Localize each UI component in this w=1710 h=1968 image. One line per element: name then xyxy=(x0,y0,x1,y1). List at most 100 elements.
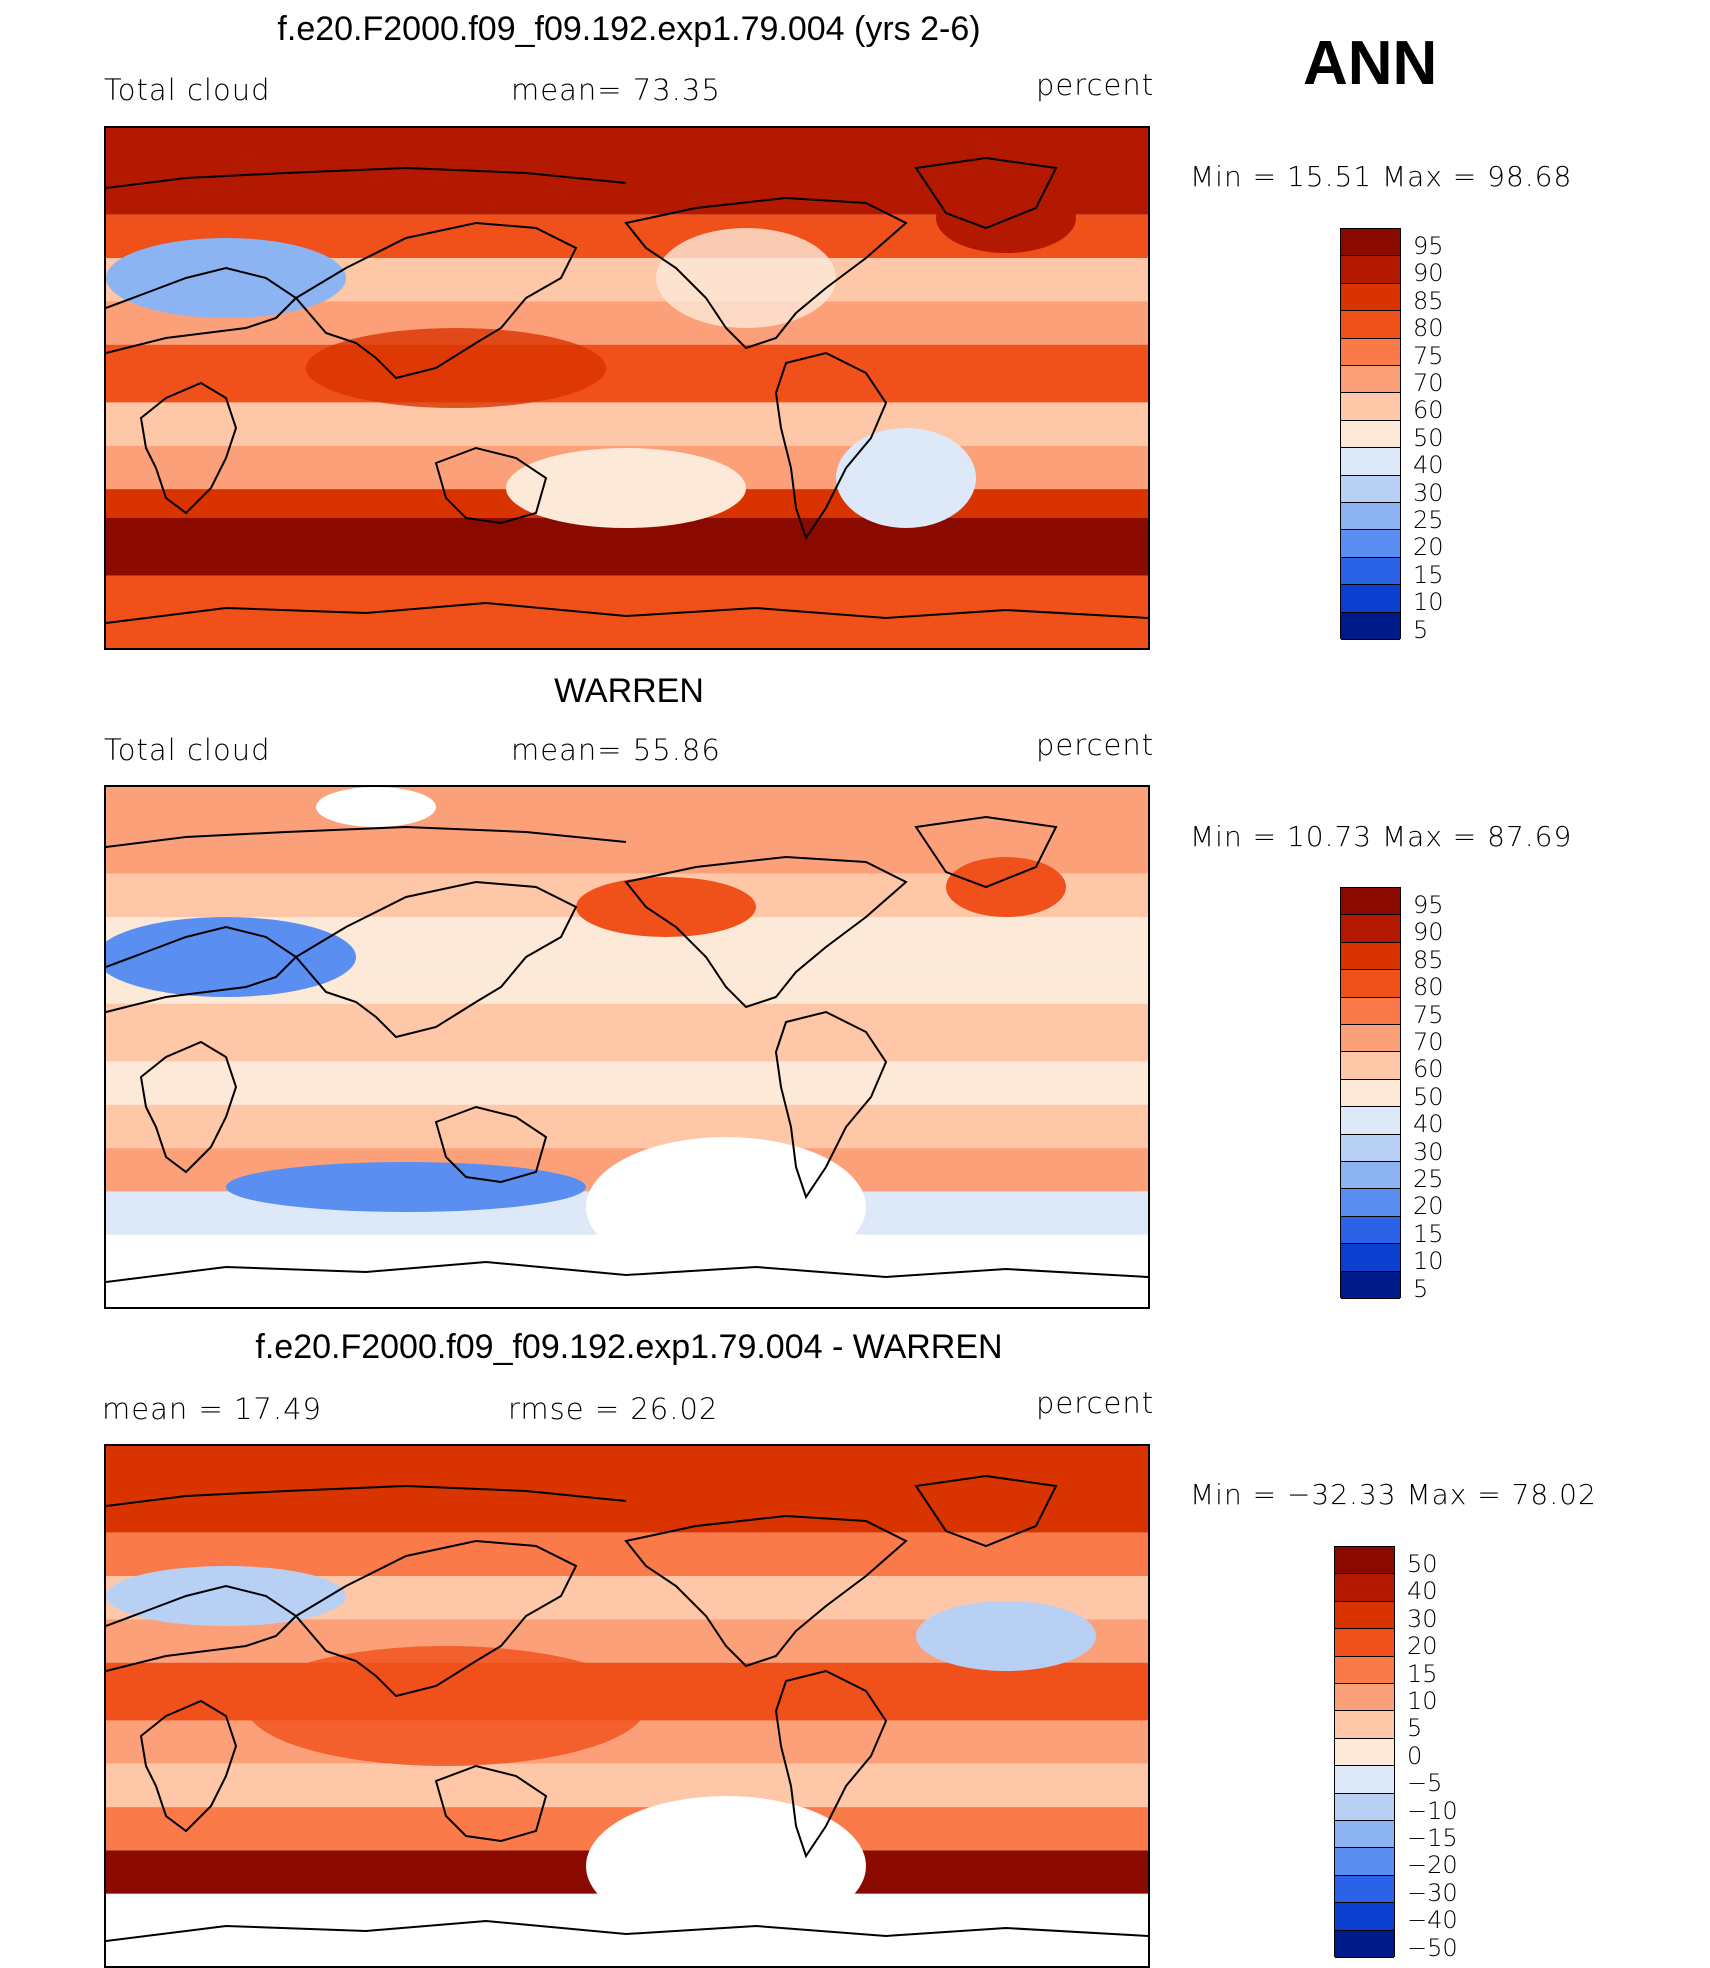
colorbar-tick-label: 5 xyxy=(1413,615,1429,644)
colorbar-tick-label: 50 xyxy=(1413,423,1444,452)
colorbar-segment xyxy=(1335,1766,1394,1794)
colorbar-segment xyxy=(1341,503,1400,531)
colorbar-tick-label: 10 xyxy=(1413,588,1444,617)
minmax-label: Min = −32.33 Max = 78.02 xyxy=(1190,1478,1597,1511)
colorbar-segment xyxy=(1341,585,1400,613)
colorbar-tick-label: 70 xyxy=(1413,369,1444,397)
colorbar-tick-label: −30 xyxy=(1407,1878,1458,1907)
colorbar-tick-label: −5 xyxy=(1407,1769,1443,1798)
colorbar-tick-label: 40 xyxy=(1413,1110,1444,1139)
colorbar-tick-label: 75 xyxy=(1413,1000,1444,1029)
colorbar-segment xyxy=(1335,1711,1394,1739)
colorbar-segment xyxy=(1341,1244,1400,1272)
colorbar-tick-label: 30 xyxy=(1407,1604,1438,1633)
units-label: percent xyxy=(1036,1386,1155,1420)
colorbar-segment xyxy=(1341,530,1400,558)
colorbar-tick-label: 90 xyxy=(1413,918,1444,947)
panel-title: f.e20.F2000.f09_f09.192.exp1.79.004 (yrs… xyxy=(277,10,981,48)
units-label: percent xyxy=(1036,728,1155,762)
colorbar-tick-label: 95 xyxy=(1413,232,1444,260)
colorbar-segment xyxy=(1341,475,1400,503)
colorbar-tick-label: 25 xyxy=(1413,506,1444,534)
colorbar-tick-label: 40 xyxy=(1407,1577,1438,1606)
panel-title: WARREN xyxy=(554,672,704,710)
colorbar-segment xyxy=(1341,256,1400,284)
colorbar-tick-label: 75 xyxy=(1413,341,1444,370)
colorbar-tick-label: 95 xyxy=(1413,891,1444,919)
colorbar-tick-label: 80 xyxy=(1413,314,1444,343)
colorbar-tick-label: 15 xyxy=(1407,1659,1438,1688)
colorbar-segment xyxy=(1335,1821,1394,1849)
colorbar-segment xyxy=(1335,1930,1394,1958)
mean-label: mean = 17.49 xyxy=(102,1392,322,1426)
map-model xyxy=(104,126,1150,650)
colorbar-segment xyxy=(1341,915,1400,943)
colorbar-tick-label: 25 xyxy=(1413,1165,1444,1193)
colorbar-tick-label: 0 xyxy=(1407,1741,1423,1770)
colorbar-segment xyxy=(1341,1079,1400,1108)
rmse-label: rmse = 26.02 xyxy=(508,1392,719,1426)
colorbar-tick-label: 20 xyxy=(1407,1632,1438,1661)
colorbar-segment xyxy=(1341,612,1400,640)
colorbar-segment xyxy=(1341,1216,1400,1245)
colorbar-segment xyxy=(1335,1903,1394,1931)
colorbar-tick-label: −40 xyxy=(1407,1906,1458,1935)
colorbar-segment xyxy=(1341,997,1400,1025)
colorbar-tick-label: 10 xyxy=(1407,1687,1438,1715)
colorbar-tick-label: 15 xyxy=(1413,1219,1444,1248)
colorbar-segment xyxy=(1335,1738,1394,1767)
variable-label: Total cloud xyxy=(104,733,271,767)
colorbar-segment xyxy=(1341,420,1400,449)
map-obs xyxy=(104,785,1150,1309)
colorbar-segment xyxy=(1335,1601,1394,1630)
colorbar-tick-label: −20 xyxy=(1407,1851,1458,1880)
colorbar-tick-label: 60 xyxy=(1413,396,1444,425)
colorbar-tick-label: 85 xyxy=(1413,286,1444,315)
units-label: percent xyxy=(1036,68,1155,102)
mean-label: mean= 73.35 xyxy=(511,73,721,107)
colorbar-tick-label: −50 xyxy=(1407,1933,1458,1962)
colorbar-tick-label: −10 xyxy=(1407,1796,1458,1825)
colorbar-segment xyxy=(1335,1629,1394,1657)
colorbar-segment xyxy=(1341,888,1400,916)
mean-label: mean= 55.86 xyxy=(511,733,721,767)
colorbar-segment xyxy=(1341,366,1400,394)
colorbar-tick-label: 40 xyxy=(1413,451,1444,480)
colorbar-segment xyxy=(1341,1025,1400,1053)
colorbar-segment xyxy=(1335,1547,1394,1575)
colorbar-tick-label: 20 xyxy=(1413,1192,1444,1221)
colorbar-segment xyxy=(1341,311,1400,339)
colorbar-tick-label: 85 xyxy=(1413,945,1444,974)
colorbar-tick-label: 5 xyxy=(1413,1274,1429,1303)
colorbar-segment xyxy=(1341,393,1400,421)
colorbar-tick-label: 20 xyxy=(1413,533,1444,562)
colorbar-tick-label: 50 xyxy=(1413,1082,1444,1111)
colorbar-tick-label: 70 xyxy=(1413,1028,1444,1056)
colorbar-segment xyxy=(1341,229,1400,257)
colorbar-segment xyxy=(1341,1162,1400,1190)
colorbar-segment xyxy=(1341,970,1400,998)
colorbar-tick-label: 15 xyxy=(1413,560,1444,589)
colorbar-tick-label: 80 xyxy=(1413,973,1444,1002)
colorbar-tick-label: 10 xyxy=(1413,1247,1444,1276)
colorbar-segment xyxy=(1335,1848,1394,1876)
colorbar-segment xyxy=(1335,1793,1394,1821)
minmax-label: Min = 15.51 Max = 98.68 xyxy=(1190,160,1573,193)
colorbar-segment xyxy=(1341,1271,1400,1299)
panel-title: f.e20.F2000.f09_f09.192.exp1.79.004 - WA… xyxy=(255,1328,1003,1366)
colorbar-segment xyxy=(1341,1189,1400,1217)
colorbar-tick-label: −15 xyxy=(1407,1824,1458,1852)
colorbar-segment xyxy=(1341,557,1400,586)
season-label: ANN xyxy=(1303,29,1438,98)
colorbar-tick-label: 60 xyxy=(1413,1055,1444,1084)
colorbar-segment xyxy=(1335,1574,1394,1602)
colorbar-segment xyxy=(1341,283,1400,312)
colorbar-segment xyxy=(1341,448,1400,476)
colorbar-tick-label: 30 xyxy=(1413,1137,1444,1166)
colorbar-tick-label: 90 xyxy=(1413,259,1444,288)
colorbar-segment xyxy=(1341,1052,1400,1080)
colorbar-segment xyxy=(1341,1134,1400,1162)
colorbar-segment xyxy=(1335,1656,1394,1684)
colorbar-tick-label: 50 xyxy=(1407,1550,1438,1578)
colorbar-segment xyxy=(1335,1684,1394,1712)
